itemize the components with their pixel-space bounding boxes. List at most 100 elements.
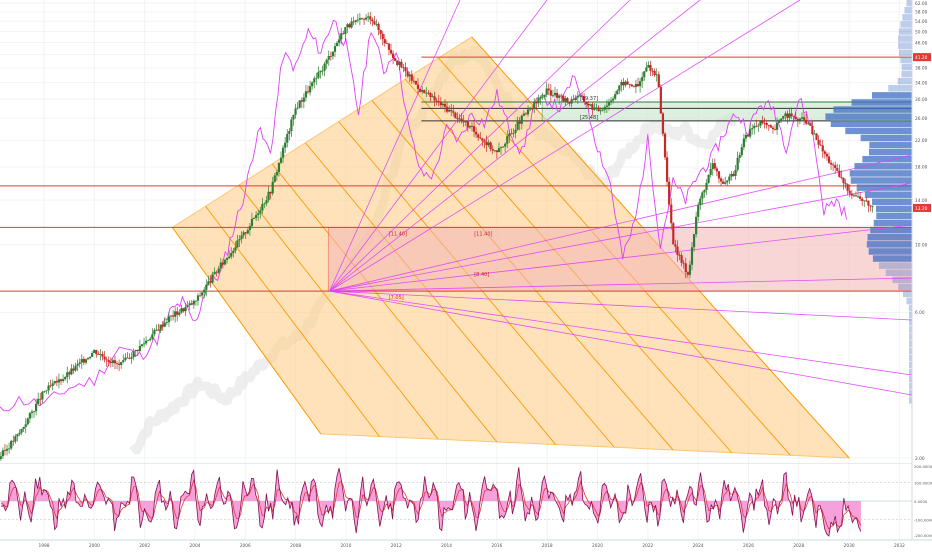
candle-body [354, 20, 357, 22]
candle-body [798, 118, 802, 121]
oscillator-tick-label: 0.0000 [914, 499, 928, 504]
candle-body [248, 226, 251, 231]
candle-body [78, 362, 81, 365]
candle-body [217, 268, 220, 273]
candle-body [497, 148, 501, 153]
candle-body [695, 216, 698, 235]
candle-body [161, 324, 164, 327]
candle-body [362, 18, 366, 20]
candle-body [88, 356, 92, 359]
candle-body [753, 125, 756, 129]
time-tick-label: 2026 [743, 543, 754, 549]
time-tick-label: 2006 [240, 543, 251, 549]
candle-body [261, 204, 264, 211]
time-tick-label: 2008 [290, 543, 301, 549]
candle-body [356, 19, 359, 21]
candle-body [327, 56, 330, 60]
candle-body [811, 125, 814, 134]
candle-body [30, 411, 34, 414]
candle-body [848, 190, 851, 194]
candle-body [672, 223, 675, 245]
volume-bar [830, 120, 912, 128]
volume-bar [860, 134, 912, 142]
candle-body [651, 70, 654, 72]
oscillator-tick-label: -100.0000 [914, 517, 932, 522]
volume-bar [909, 319, 912, 326]
candle-body [742, 138, 745, 148]
candle-body [585, 101, 588, 104]
candle-body [263, 203, 266, 205]
candle-body [404, 67, 407, 72]
candle-body [8, 448, 11, 450]
candle-body [597, 107, 600, 112]
candle-body [551, 95, 555, 97]
candle-body [502, 146, 505, 148]
fan-line [329, 290, 912, 396]
candle-body [690, 247, 694, 265]
candle-body [41, 391, 44, 400]
candle-body [805, 119, 808, 124]
candle-body [647, 64, 650, 68]
price-tick-label: 54.00 [915, 19, 928, 25]
volume-bar [898, 42, 912, 49]
candle-body [697, 205, 700, 217]
candle-body [323, 63, 326, 71]
volume-bar [845, 127, 912, 135]
candle-body [286, 133, 289, 143]
candle-body [441, 103, 445, 106]
candle-body [871, 206, 874, 207]
candle-body [14, 436, 17, 442]
candle-body [655, 74, 658, 76]
candle-body [99, 354, 102, 355]
candle-body [775, 123, 779, 130]
candle-body [528, 108, 532, 110]
candle-body [452, 111, 455, 113]
candle-body [595, 107, 598, 109]
candle-body [412, 80, 415, 82]
volume-bar [908, 304, 912, 312]
fan-channel-line [271, 163, 498, 443]
candle-body [43, 391, 46, 392]
candle-body [205, 284, 208, 290]
volume-bar [885, 269, 912, 276]
candle-body [800, 117, 804, 119]
candle-body [84, 359, 88, 363]
candle-body [184, 307, 187, 312]
horizontal-levels [0, 56, 912, 292]
candle-body [593, 107, 596, 110]
volume-bar [909, 382, 912, 390]
candle-body [566, 98, 569, 102]
time-tick-label: 1998 [39, 543, 50, 549]
candle-body [101, 354, 104, 357]
candle-body [32, 411, 36, 413]
candle-body [632, 86, 635, 88]
candle-body [145, 340, 148, 344]
candle-body [755, 125, 758, 127]
candle-body [346, 24, 349, 28]
volume-bar [909, 347, 912, 355]
candle-body [159, 324, 162, 331]
volume-bar [856, 184, 912, 191]
candle-body [53, 381, 56, 384]
volume-bar [892, 276, 912, 284]
candle-body [553, 92, 557, 96]
candle-body [765, 123, 768, 126]
overlay-line-series [0, 19, 848, 412]
box-annotation-label: [29.37] [580, 96, 598, 102]
candle-body [433, 96, 436, 101]
candle-body [381, 33, 384, 40]
candle-body [124, 357, 127, 361]
price-tick-label: 62.00 [915, 1, 928, 7]
fan-line [329, 0, 801, 292]
time-tick-label: 2016 [491, 543, 502, 549]
candle-body [821, 145, 824, 152]
candle-body [715, 168, 718, 172]
candle-body [692, 234, 696, 248]
candle-body [182, 308, 185, 312]
candle-body [574, 97, 577, 101]
candle-body [151, 334, 154, 339]
fan-channel-line [305, 142, 556, 445]
candle-body [865, 200, 868, 202]
